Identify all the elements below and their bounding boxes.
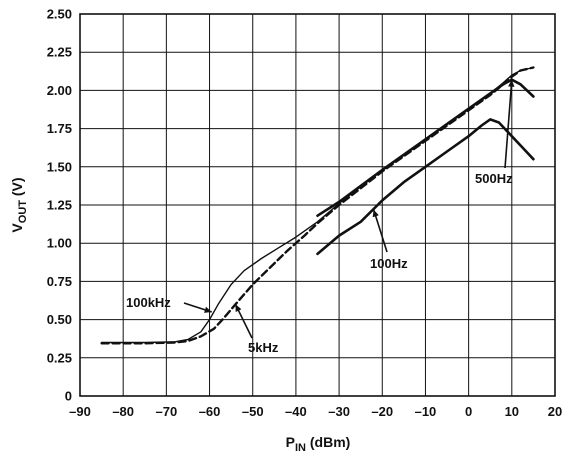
x-tick-label: –20: [371, 404, 393, 419]
x-tick-label: –10: [415, 404, 437, 419]
annotation-label-100hz: 100Hz: [370, 256, 408, 271]
x-axis-title-sub: IN: [295, 442, 306, 454]
x-tick-label: –70: [156, 404, 178, 419]
plot-frame: [79, 13, 556, 397]
annotations: 100kHz 5kHz 500Hz 100Hz: [126, 79, 515, 355]
x-tick-label: –50: [242, 404, 264, 419]
annotation-arrowhead-5khz: [235, 304, 242, 312]
annotation-arrowhead-100khz: [204, 306, 212, 313]
y-axis-title-main: V: [9, 223, 25, 233]
y-tick-label: 2.00: [47, 83, 72, 98]
y-axis-title-rest: (V): [9, 177, 25, 200]
x-tick-label: 10: [505, 404, 519, 419]
y-tick-label: 0.75: [47, 274, 72, 289]
y-axis-title-sub: OUT: [17, 200, 29, 224]
x-tick-label: 20: [548, 404, 562, 419]
y-tick-label: 2.25: [47, 45, 72, 60]
y-tick-label: 1.75: [47, 121, 72, 136]
y-tick-labels: 0 0.25 0.50 0.75 1.00 1.25 1.50 1.75 2.00 2.25 2.5…: [47, 7, 72, 404]
x-tick-labels: –90 –80 –70 –60 –50 –40 –30 –20 –10 0 10 20: [69, 404, 562, 419]
y-tick-label: 2.50: [47, 7, 72, 22]
series-line-500hz: [316, 78, 535, 217]
x-tick-label: –60: [199, 404, 221, 419]
series-line-100hz: [316, 118, 535, 256]
y-axis-title: VOUT (V): [9, 177, 29, 232]
annotation-arrowhead-100hz: [372, 209, 379, 218]
annotation-arrowhead-500hz: [508, 79, 515, 87]
x-tick-label: 0: [465, 404, 472, 419]
series-group: [100, 66, 535, 345]
y-tick-label: 1.00: [47, 236, 72, 251]
y-tick-label: 0: [65, 389, 72, 404]
annotation-label-500hz: 500Hz: [475, 171, 513, 186]
annotation-leader-100hz: [372, 209, 388, 253]
annotation-label-100khz: 100kHz: [126, 295, 171, 310]
y-tick-label: 0.25: [47, 350, 72, 365]
annotation-leader-500hz: [504, 79, 513, 169]
x-tick-label: –80: [112, 404, 134, 419]
x-axis-title: PIN (dBm): [286, 434, 351, 454]
x-tick-label: –90: [69, 404, 91, 419]
x-tick-label: –40: [285, 404, 307, 419]
y-tick-label: 1.25: [47, 198, 72, 213]
y-tick-label: 0.50: [47, 312, 72, 327]
y-tick-label: 1.50: [47, 159, 72, 174]
x-axis-title-rest: (dBm): [306, 434, 350, 450]
annotation-label-5khz: 5kHz: [248, 340, 279, 355]
x-axis-title-main: P: [286, 434, 295, 450]
x-tick-label: –30: [328, 404, 350, 419]
grid: [79, 13, 556, 397]
